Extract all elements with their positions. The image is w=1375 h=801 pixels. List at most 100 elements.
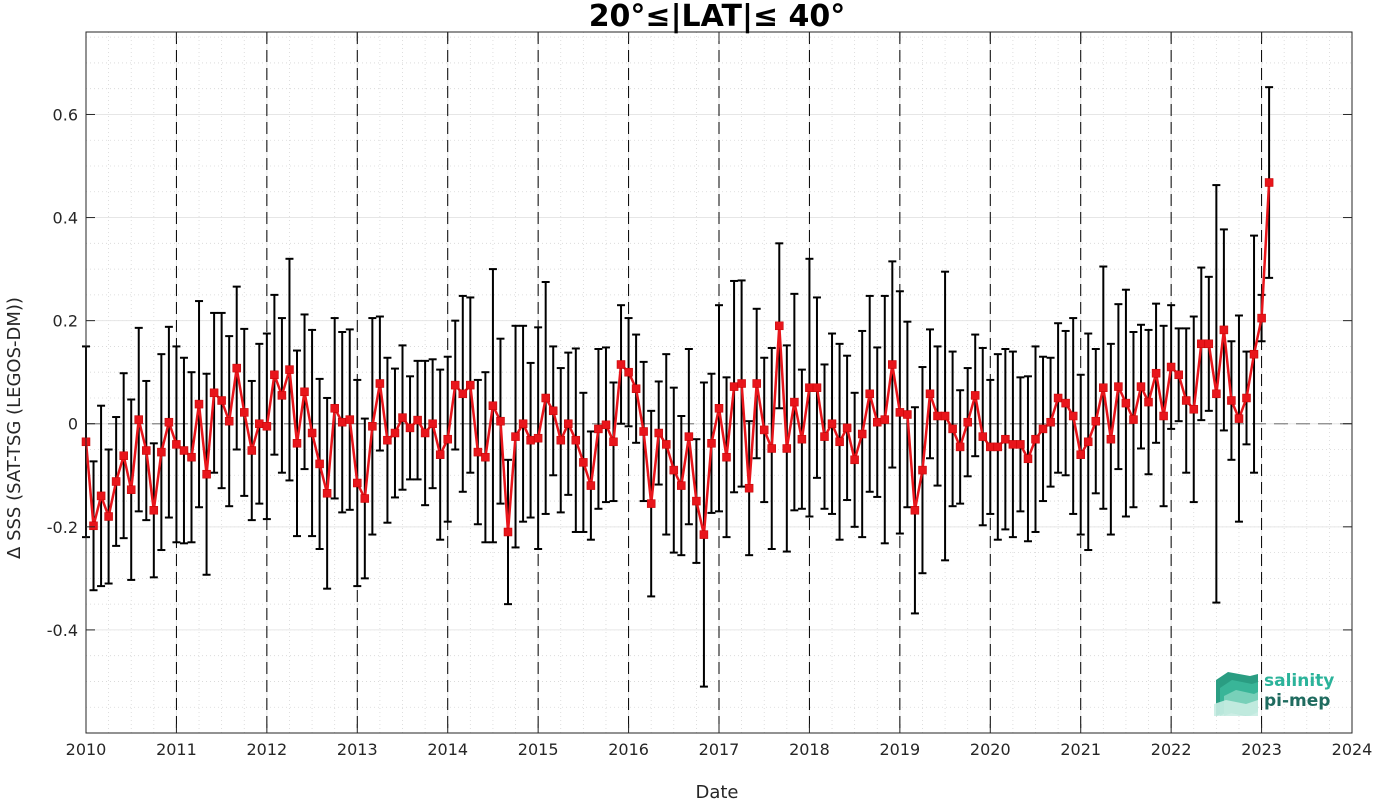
data-point — [564, 419, 573, 428]
data-point — [1144, 397, 1153, 407]
y-tick-label: 0.4 — [53, 209, 78, 228]
data-point — [496, 416, 505, 426]
salinity-pi-mep-logo: salinity pi-mep — [1214, 671, 1334, 716]
data-point — [639, 427, 648, 436]
data-point — [1197, 339, 1206, 349]
x-tick-label: 2019 — [879, 740, 920, 759]
y-axis-title: Δ SSS (SAT-TSG (LEGOS-DM)) — [4, 297, 25, 559]
data-point — [458, 389, 468, 399]
data-point — [179, 446, 189, 455]
y-tick-label: 0 — [68, 415, 78, 434]
data-point — [1257, 313, 1266, 323]
y-tick-label: -0.4 — [47, 621, 78, 640]
data-markers — [81, 178, 1274, 539]
data-point — [270, 370, 279, 380]
data-point — [571, 435, 581, 445]
data-point — [473, 447, 483, 457]
y-tick-label: 0.2 — [53, 312, 78, 331]
data-point — [752, 379, 761, 388]
data-point — [857, 429, 867, 439]
data-point — [1136, 382, 1146, 391]
data-point — [1204, 339, 1214, 349]
data-point — [443, 434, 452, 444]
x-tick-label: 2017 — [699, 740, 740, 759]
data-point — [96, 491, 106, 501]
data-point — [511, 432, 520, 441]
data-point — [812, 383, 822, 392]
data-point — [586, 481, 596, 490]
data-point — [1159, 411, 1168, 421]
axis-ticks — [85, 32, 1353, 733]
data-point — [797, 434, 807, 444]
data-point — [330, 404, 339, 413]
y-tick-label: -0.2 — [47, 518, 78, 537]
data-point — [865, 389, 874, 399]
data-point — [993, 442, 1003, 452]
data-point — [805, 383, 814, 392]
x-tick-label: 2014 — [427, 740, 468, 759]
data-point — [345, 415, 355, 424]
data-point — [142, 446, 151, 455]
data-point — [782, 444, 792, 453]
data-point — [1249, 349, 1259, 359]
data-point — [556, 435, 566, 445]
x-tick-label: 2018 — [789, 740, 830, 759]
data-point — [925, 389, 935, 399]
data-point — [842, 423, 852, 433]
data-point — [895, 408, 905, 417]
data-point — [300, 387, 309, 397]
data-point — [390, 428, 400, 438]
data-point — [699, 530, 709, 539]
data-point — [307, 428, 317, 438]
data-point — [594, 424, 603, 434]
data-point — [646, 499, 656, 508]
data-point — [1016, 440, 1025, 449]
data-point — [684, 432, 694, 441]
data-point — [1008, 440, 1018, 449]
data-point — [149, 506, 159, 515]
x-tick-label: 2012 — [246, 740, 287, 759]
data-point — [488, 401, 498, 410]
data-point — [933, 411, 942, 421]
data-point — [918, 465, 927, 475]
data-point — [1068, 411, 1078, 421]
data-point — [232, 363, 241, 373]
data-point — [955, 442, 965, 452]
data-point — [277, 391, 287, 400]
data-point — [194, 399, 204, 409]
data-point — [767, 444, 776, 453]
x-axis-title: Date — [695, 782, 738, 801]
data-point — [202, 469, 211, 479]
data-point — [692, 496, 701, 506]
data-point — [1151, 368, 1161, 378]
data-point — [420, 428, 430, 438]
data-point — [1212, 389, 1221, 399]
data-point — [157, 447, 166, 457]
data-point — [368, 422, 377, 431]
x-tick-label: 2011 — [156, 740, 197, 759]
data-point — [134, 415, 143, 424]
data-point — [707, 439, 716, 448]
data-point — [631, 384, 641, 393]
data-point — [1181, 396, 1191, 405]
y-tick-labels: -0.4 -0.2 0 0.2 0.4 0.6 — [47, 105, 78, 639]
error-bars — [82, 86, 1274, 688]
x-tick-label: 2021 — [1060, 740, 1101, 759]
data-point — [775, 321, 784, 331]
data-point — [609, 437, 618, 447]
data-point — [978, 432, 988, 441]
x-tick-label: 2023 — [1241, 740, 1282, 759]
data-point — [744, 483, 754, 493]
data-point — [526, 435, 535, 445]
x-tick-label: 2020 — [970, 740, 1011, 759]
data-point — [1031, 434, 1040, 444]
data-point — [654, 428, 663, 438]
data-point — [579, 458, 588, 467]
data-point — [1076, 450, 1085, 459]
data-point — [405, 423, 415, 433]
data-point — [737, 379, 746, 388]
data-point — [383, 435, 392, 445]
data-point — [172, 440, 181, 449]
data-point — [970, 391, 980, 400]
data-point — [910, 506, 920, 515]
